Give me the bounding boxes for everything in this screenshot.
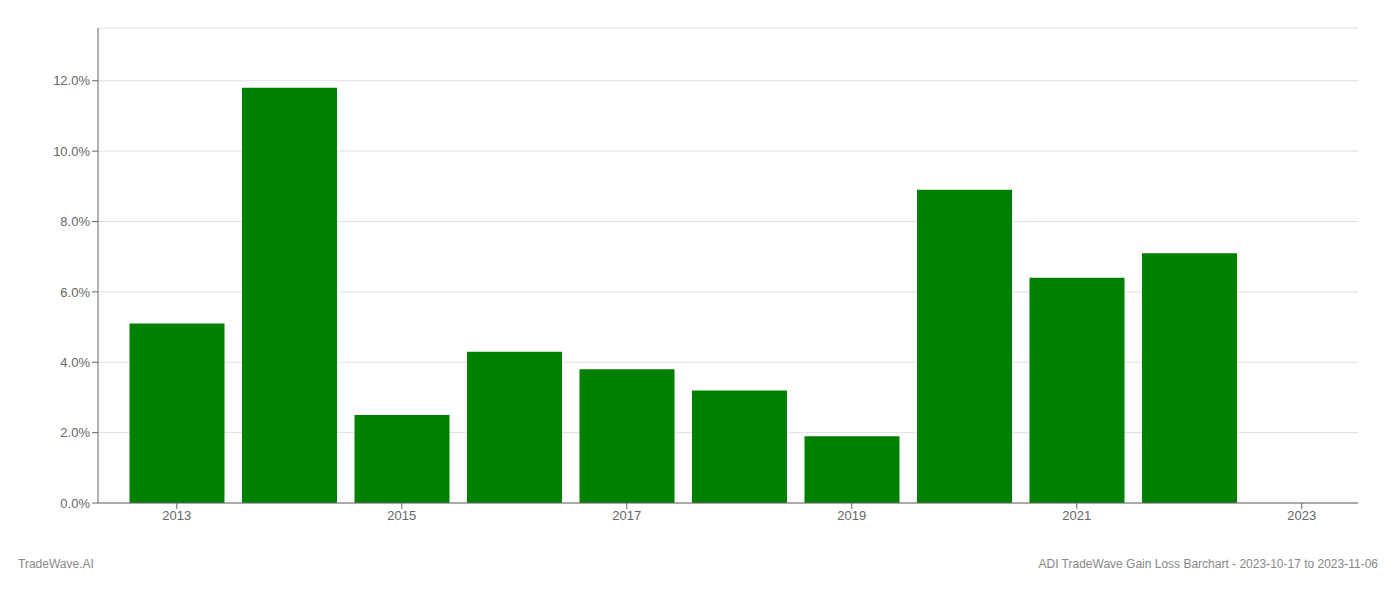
svg-text:2017: 2017 xyxy=(612,508,641,523)
svg-text:10.0%: 10.0% xyxy=(53,144,90,159)
svg-text:6.0%: 6.0% xyxy=(60,285,90,300)
svg-text:2013: 2013 xyxy=(162,508,191,523)
svg-text:12.0%: 12.0% xyxy=(53,73,90,88)
html-text:ADI TradeWave Gain Loss Barcha: ADI TradeWave Gain Loss Barchart - 2023-… xyxy=(1038,557,1378,571)
svg-text:8.0%: 8.0% xyxy=(60,214,90,229)
svg-text:2.0%: 2.0% xyxy=(60,425,90,440)
svg-text:2015: 2015 xyxy=(387,508,416,523)
svg-text:2023: 2023 xyxy=(1287,508,1316,523)
svg-text:0.0%: 0.0% xyxy=(60,496,90,511)
svg-text:4.0%: 4.0% xyxy=(60,355,90,370)
svg-text:2019: 2019 xyxy=(837,508,866,523)
svg-text:2021: 2021 xyxy=(1062,508,1091,523)
html-text:TradeWave.AI: TradeWave.AI xyxy=(18,557,94,571)
